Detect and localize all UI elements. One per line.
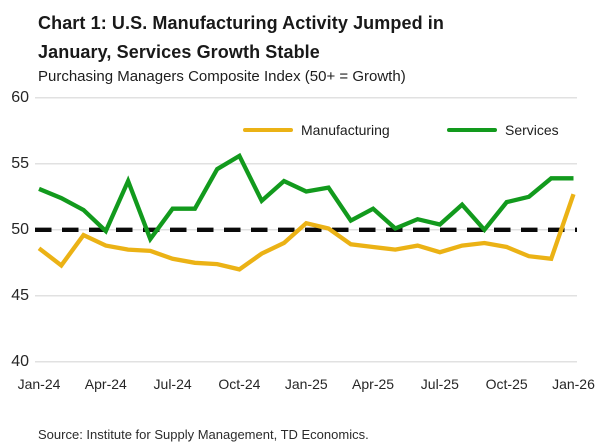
y-tick-label-50: 50 xyxy=(11,220,29,238)
x-tick-label-jul-25: Jul-25 xyxy=(420,376,459,392)
chart-title-line2: January, Services Growth Stable xyxy=(38,42,320,62)
source-note: Source: Institute for Supply Management,… xyxy=(38,427,369,442)
y-tick-label-40: 40 xyxy=(11,352,29,370)
x-tick-label-oct-24: Oct-24 xyxy=(218,376,261,392)
x-tick-label-apr-24: Apr-24 xyxy=(84,376,127,392)
x-tick-label-jan-24: Jan-24 xyxy=(17,376,61,392)
x-tick-label-oct-25: Oct-25 xyxy=(485,376,528,392)
legend-label-manufacturing: Manufacturing xyxy=(301,122,390,138)
chart-title-line1: Chart 1: U.S. Manufacturing Activity Jum… xyxy=(38,13,444,33)
chart-subtitle: Purchasing Managers Composite Index (50+… xyxy=(38,68,406,85)
series-line-manufacturing xyxy=(37,193,576,272)
legend-item-manufacturing: Manufacturing xyxy=(243,122,390,138)
chart-title: Chart 1: U.S. Manufacturing Activity Jum… xyxy=(38,9,578,67)
y-tick-label-45: 45 xyxy=(11,286,29,304)
legend-label-services: Services xyxy=(505,122,559,138)
y-tick-label-55: 55 xyxy=(11,154,29,172)
series-line-services xyxy=(38,152,574,244)
legend-swatch-services xyxy=(447,127,497,133)
x-tick-label-apr-25: Apr-25 xyxy=(352,376,395,392)
legend-item-services: Services xyxy=(447,122,559,138)
y-tick-label-60: 60 xyxy=(11,88,29,106)
x-tick-label-jul-24: Jul-24 xyxy=(153,376,192,392)
x-tick-label-jan-26: Jan-26 xyxy=(552,376,595,392)
legend-swatch-manufacturing xyxy=(243,127,293,133)
x-tick-label-jan-25: Jan-25 xyxy=(284,376,328,392)
